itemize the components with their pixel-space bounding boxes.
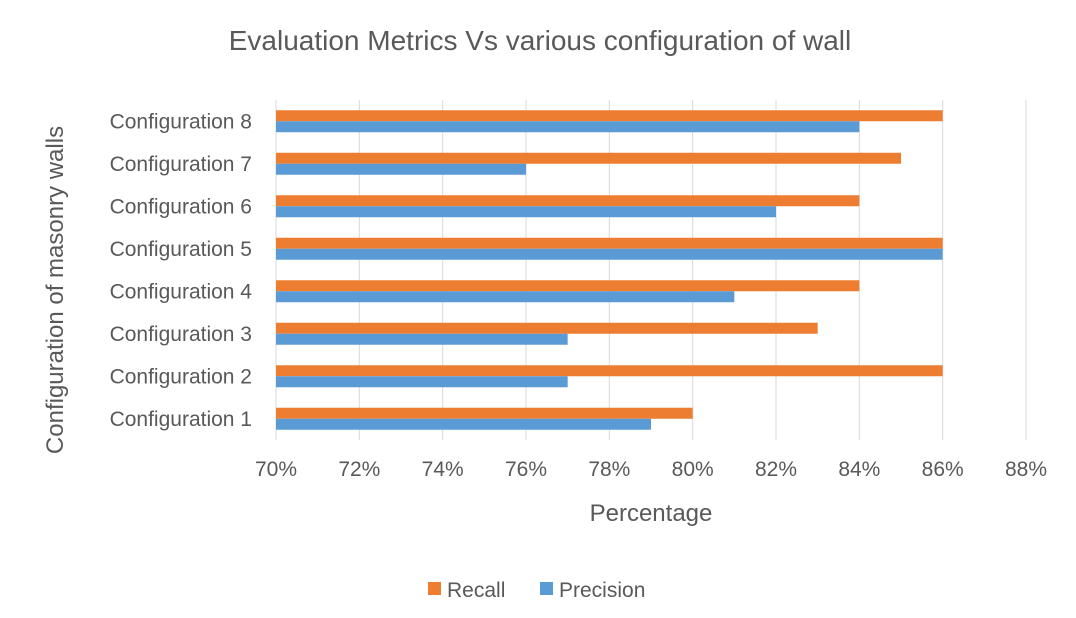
category-label: Configuration 6	[110, 195, 252, 218]
x-tick-label: 86%	[922, 458, 964, 481]
bar-precision-1	[276, 418, 651, 430]
category-label: Configuration 4	[110, 280, 253, 303]
x-tick-label: 72%	[338, 458, 380, 481]
category-labels: Configuration 1 Configuration 2 Configurat…	[110, 110, 253, 431]
x-tick-label: 84%	[838, 458, 880, 481]
x-tick-label: 70%	[255, 458, 297, 481]
x-tick-label: 80%	[672, 458, 714, 481]
bar-precision-5	[276, 248, 943, 260]
legend-label-precision: Precision	[559, 579, 645, 602]
x-tick-label: 82%	[755, 458, 797, 481]
bar-precision-2	[276, 376, 568, 388]
x-tick-label: 74%	[422, 458, 464, 481]
y-axis-title: Configuration of masonry walls	[42, 126, 69, 454]
bar-precision-4	[276, 291, 735, 303]
category-label: Configuration 2	[110, 365, 252, 388]
category-label: Configuration 7	[110, 153, 252, 176]
category-label: Configuration 1	[110, 408, 252, 431]
x-tick-labels: 70% 72% 74% 76% 78% 80% 82% 84% 86% 88%	[255, 458, 1047, 481]
bar-recall-4	[276, 280, 860, 292]
gridlines	[275, 100, 1027, 440]
category-label: Configuration 5	[110, 238, 252, 261]
bar-recall-7	[276, 152, 901, 164]
category-label: Configuration 8	[110, 110, 252, 133]
bar-precision-8	[276, 121, 860, 133]
bar-recall-1	[276, 407, 693, 419]
legend: Recall Precision	[428, 579, 645, 602]
legend-swatch-precision	[540, 582, 553, 595]
chart-title: Evaluation Metrics Vs various configurat…	[229, 25, 852, 56]
bar-recall-2	[276, 365, 943, 377]
x-tick-label: 76%	[505, 458, 547, 481]
legend-swatch-recall	[428, 582, 441, 595]
x-tick-label: 88%	[1005, 458, 1047, 481]
bar-recall-5	[276, 237, 943, 249]
bar-precision-7	[276, 163, 526, 175]
legend-label-recall: Recall	[447, 579, 505, 602]
bars	[276, 110, 943, 430]
x-tick-label: 78%	[588, 458, 630, 481]
bar-recall-8	[276, 110, 943, 122]
bar-recall-3	[276, 322, 818, 334]
bar-recall-6	[276, 195, 860, 207]
bar-precision-3	[276, 333, 568, 345]
x-axis-title: Percentage	[590, 500, 713, 527]
bar-precision-6	[276, 206, 776, 218]
category-label: Configuration 3	[110, 323, 252, 346]
